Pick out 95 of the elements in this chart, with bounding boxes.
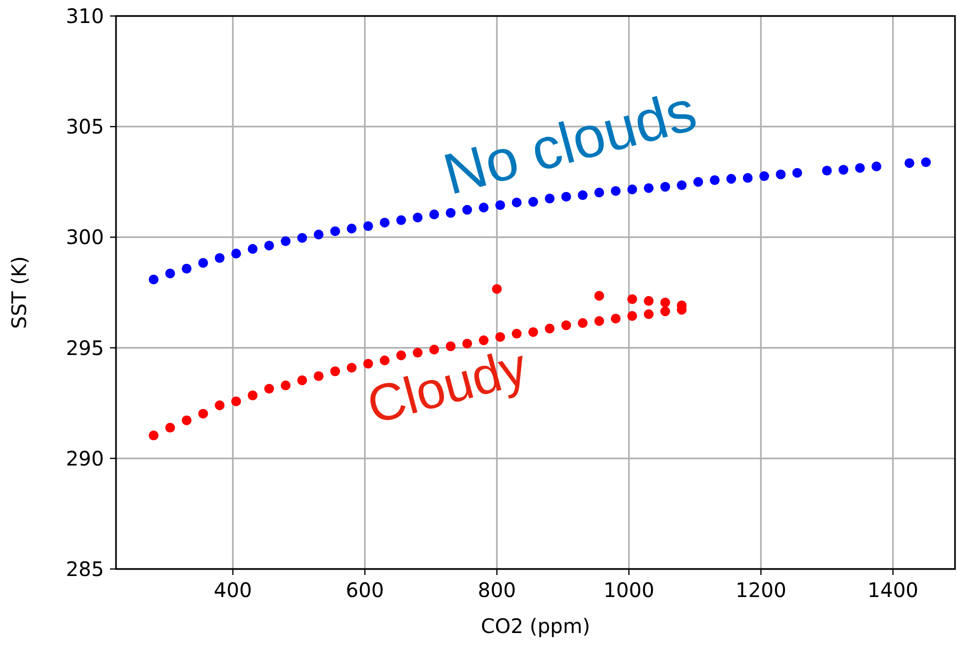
point <box>198 258 208 268</box>
point <box>578 190 588 200</box>
point <box>314 230 324 240</box>
y-tick-label: 300 <box>66 225 104 250</box>
point <box>660 306 670 316</box>
point <box>512 328 522 339</box>
point <box>231 248 242 258</box>
point <box>264 384 274 394</box>
x-tick-label: 1200 <box>735 578 786 602</box>
y-tick-label: 305 <box>66 114 104 139</box>
point <box>314 371 324 381</box>
point <box>478 202 489 212</box>
point <box>660 298 670 308</box>
point <box>182 264 192 274</box>
point <box>478 335 489 346</box>
point <box>594 290 604 301</box>
point <box>594 188 604 198</box>
point <box>838 164 848 175</box>
point <box>759 171 770 182</box>
point <box>363 221 374 232</box>
y-tick-label: 285 <box>66 557 104 581</box>
point <box>822 166 832 176</box>
point <box>512 198 522 208</box>
point <box>792 168 802 178</box>
point <box>610 186 621 196</box>
point <box>742 173 753 183</box>
point <box>148 274 159 284</box>
point <box>710 175 720 186</box>
point <box>676 180 687 190</box>
point <box>594 316 604 326</box>
point <box>610 314 621 324</box>
point <box>297 375 308 386</box>
point <box>644 309 654 320</box>
point <box>561 192 572 202</box>
x-tick-label: 1000 <box>603 578 654 602</box>
point <box>528 327 538 337</box>
point <box>346 362 357 373</box>
text: Cloudy <box>362 338 533 436</box>
x-axis-title: CO2 (ppm) <box>480 614 590 638</box>
point <box>214 400 225 410</box>
point <box>578 318 588 328</box>
point <box>693 177 704 187</box>
x-tick-label: 800 <box>478 578 516 602</box>
point <box>297 232 308 243</box>
point <box>446 208 456 218</box>
y-tick-label: 290 <box>66 446 104 470</box>
point <box>231 396 242 406</box>
point <box>198 408 208 419</box>
point <box>544 324 555 334</box>
point <box>412 212 423 222</box>
point <box>855 163 865 173</box>
x-tick-label: 400 <box>214 578 252 602</box>
point <box>495 332 506 342</box>
point <box>429 210 440 220</box>
point <box>214 253 225 263</box>
point <box>544 194 555 204</box>
point <box>726 174 736 184</box>
point <box>644 296 654 306</box>
text: No clouds <box>436 78 703 208</box>
point <box>280 236 291 246</box>
y-tick-label: 310 <box>66 4 104 28</box>
point <box>627 294 638 304</box>
point <box>446 341 456 352</box>
point <box>330 226 340 236</box>
y-tick-label: 295 <box>66 336 104 360</box>
point <box>492 284 502 294</box>
point <box>264 240 274 250</box>
point <box>872 162 882 172</box>
x-tick-label: 1400 <box>867 578 918 602</box>
point <box>396 215 406 226</box>
point <box>165 422 176 433</box>
point <box>904 158 914 168</box>
point <box>921 157 931 168</box>
point <box>346 224 357 234</box>
point <box>148 430 159 440</box>
x-tick-label: 600 <box>346 578 384 602</box>
point <box>627 311 638 321</box>
point <box>380 218 390 228</box>
point <box>776 170 786 180</box>
point <box>644 183 654 193</box>
point <box>462 338 472 348</box>
point <box>248 390 258 400</box>
point <box>660 182 670 192</box>
point <box>429 344 440 354</box>
y-axis-title: SST (K) <box>7 256 31 329</box>
point <box>182 415 192 426</box>
point <box>561 320 572 330</box>
point <box>248 244 258 254</box>
point <box>495 200 506 210</box>
point <box>528 196 538 207</box>
point <box>280 380 291 390</box>
point <box>330 366 340 376</box>
point <box>165 268 176 278</box>
point <box>462 204 472 215</box>
point <box>627 184 638 194</box>
